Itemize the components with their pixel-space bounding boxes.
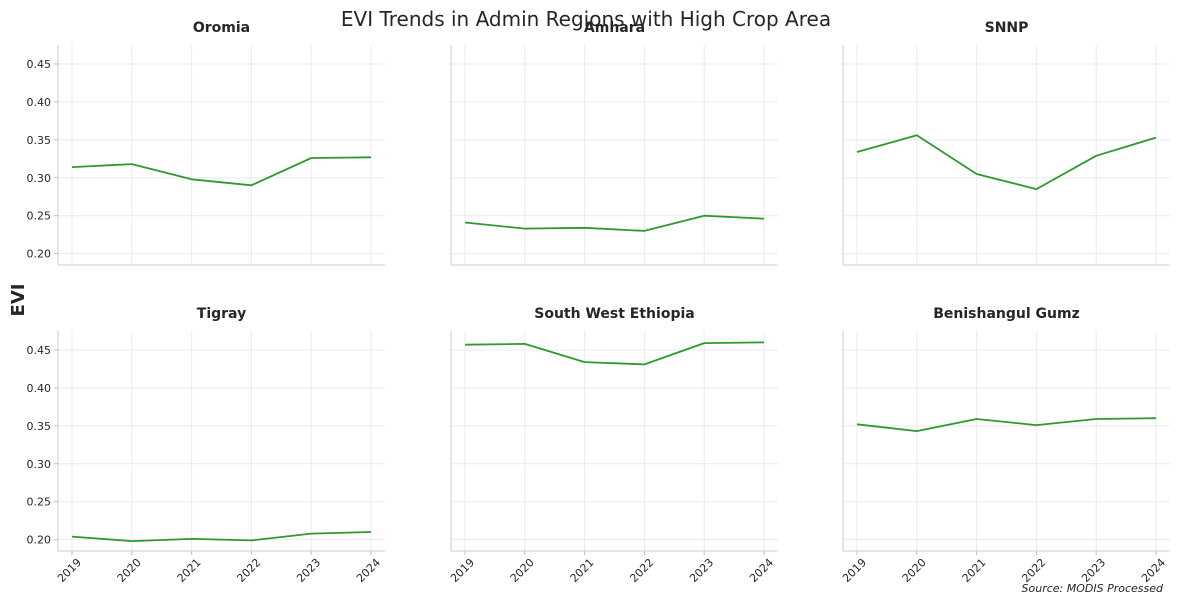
y-tick-label: 0.30 bbox=[27, 458, 52, 471]
y-tick-label: 0.20 bbox=[27, 248, 52, 261]
x-tick-label: 2023 bbox=[1079, 556, 1108, 585]
source-note: Source: MODIS Processed bbox=[1022, 582, 1164, 595]
x-tick-label: 2022 bbox=[1019, 556, 1048, 585]
series-line bbox=[71, 156, 372, 187]
x-tick-label: 2023 bbox=[687, 556, 716, 585]
series-line bbox=[464, 341, 765, 366]
y-tick-label: 0.40 bbox=[27, 382, 52, 395]
subplot-title: Oromia bbox=[193, 20, 250, 36]
x-tick-label: 2022 bbox=[234, 556, 263, 585]
subplot-title: Benishangul Gumz bbox=[933, 306, 1080, 322]
y-tick-label: 0.45 bbox=[27, 58, 52, 71]
x-tick-label: 2021 bbox=[960, 556, 989, 585]
subplot-title: SNNP bbox=[985, 20, 1029, 36]
y-tick-label: 0.40 bbox=[27, 96, 52, 109]
x-tick-label: 2021 bbox=[175, 556, 204, 585]
x-tick-label: 2024 bbox=[747, 556, 776, 585]
x-tick-label: 2019 bbox=[840, 556, 869, 585]
x-tick-label: 2019 bbox=[55, 556, 84, 585]
subplot: Tigray 0.20 0.25 0.30 0.35 0.40 0.45 2019 2020 20… bbox=[27, 306, 385, 585]
subplot-title: Tigray bbox=[197, 306, 246, 322]
series-line bbox=[464, 214, 765, 232]
y-tick-label: 0.35 bbox=[27, 134, 52, 147]
y-axis-label: EVI bbox=[8, 284, 29, 317]
series-line bbox=[856, 417, 1157, 433]
x-tick-label: 2019 bbox=[448, 556, 477, 585]
x-tick-label: 2021 bbox=[568, 556, 597, 585]
y-tick-label: 0.20 bbox=[27, 534, 52, 547]
x-tick-label: 2023 bbox=[294, 556, 323, 585]
subplot: Amhara bbox=[450, 20, 778, 266]
y-tick-label: 0.30 bbox=[27, 172, 52, 185]
y-tick-label: 0.25 bbox=[27, 496, 52, 509]
subplot: South West Ethiopia 2019 2020 2021 2022 2023 2… bbox=[448, 306, 778, 585]
y-tick-label: 0.25 bbox=[27, 210, 52, 223]
subplot: SNNP bbox=[842, 20, 1170, 266]
x-tick-label: 2024 bbox=[1139, 556, 1168, 585]
y-tick-label: 0.45 bbox=[27, 344, 52, 357]
subplot-title: South West Ethiopia bbox=[534, 306, 694, 322]
subplot: Benishangul Gumz 2019 2020 2021 2022 2023 2024 bbox=[840, 306, 1170, 585]
series-line bbox=[856, 134, 1157, 191]
figure-title: EVI Trends in Admin Regions with High Cr… bbox=[341, 7, 831, 31]
x-tick-label: 2020 bbox=[115, 556, 144, 585]
y-tick-label: 0.35 bbox=[27, 420, 52, 433]
x-tick-label: 2020 bbox=[508, 556, 537, 585]
x-tick-label: 2020 bbox=[900, 556, 929, 585]
subplot-title: Amhara bbox=[584, 20, 645, 36]
subplot: Oromia 0.20 0.25 0.30 0.35 0.40 0.45 bbox=[27, 20, 385, 266]
x-tick-label: 2024 bbox=[354, 556, 383, 585]
x-tick-label: 2022 bbox=[627, 556, 656, 585]
series-line bbox=[71, 531, 372, 542]
